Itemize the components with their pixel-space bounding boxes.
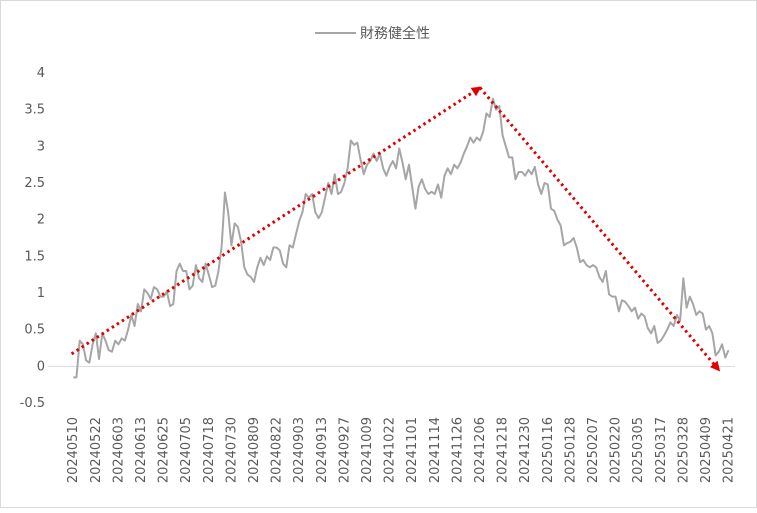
x-tick-label: 20250328 <box>676 417 691 483</box>
x-tick-label: 20241114 <box>428 417 443 483</box>
trend-annotations <box>70 86 721 372</box>
x-tick-label: 20250128 <box>563 417 578 483</box>
x-tick-label: 20250305 <box>631 417 646 483</box>
x-tick-label: 20250421 <box>722 417 737 483</box>
y-tick-label: 2 <box>37 213 45 228</box>
y-axis: -0.5 0 0.5 1 1.5 2 2.5 3 3.5 4 <box>20 66 45 411</box>
series-line <box>73 97 730 379</box>
x-tick-label: 20240913 <box>315 417 330 483</box>
x-tick-label: 20240705 <box>179 417 194 483</box>
x-tick-label: 20250220 <box>609 417 624 483</box>
x-tick-label: 20240510 <box>66 417 81 483</box>
x-tick-label: 20250409 <box>699 417 714 483</box>
x-tick-label: 20250317 <box>654 417 669 483</box>
x-tick-label: 20240809 <box>247 417 262 483</box>
x-axis: 20240510 20240522 20240603 20240613 20240625… <box>48 365 737 483</box>
y-tick-label: 3.5 <box>24 103 45 118</box>
x-tick-label: 20241230 <box>518 417 533 483</box>
y-tick-label: 0 <box>37 359 45 374</box>
y-tick-label: 1.5 <box>24 249 45 264</box>
x-tick-label: 20240613 <box>134 417 149 483</box>
y-tick-label: 2.5 <box>24 176 45 191</box>
x-tick-label: 20241218 <box>496 417 511 483</box>
x-tick-label: 20240522 <box>89 417 104 483</box>
x-tick-label: 20240927 <box>337 417 352 483</box>
x-tick-label: 20240603 <box>111 417 126 483</box>
legend-label: 財務健全性 <box>360 25 430 42</box>
x-tick-label: 20241101 <box>405 417 420 483</box>
x-tick-label: 20250116 <box>541 417 556 483</box>
x-tick-label: 20241022 <box>383 417 398 483</box>
trend-arrow <box>478 86 721 372</box>
x-tick-label: 20240625 <box>157 417 172 483</box>
y-tick-label: 0.5 <box>24 323 45 338</box>
series-layer <box>73 97 730 379</box>
x-tick-label: 20240822 <box>270 417 285 483</box>
y-tick-label: 4 <box>37 66 45 81</box>
x-tick-label: 20240903 <box>292 417 307 483</box>
y-tick-label: 1 <box>37 286 45 301</box>
x-tick-label: 20241206 <box>473 417 488 483</box>
x-tick-label: 20241009 <box>360 417 375 483</box>
y-tick-label: 3 <box>37 139 45 154</box>
x-tick-label: 20240718 <box>202 417 217 483</box>
legend: 財務健全性 <box>315 25 430 42</box>
y-tick-label: -0.5 <box>20 396 45 411</box>
x-tick-label: 20250207 <box>586 417 601 483</box>
x-tick-label: 20240730 <box>224 417 239 483</box>
x-tick-label: 20241126 <box>450 417 465 483</box>
